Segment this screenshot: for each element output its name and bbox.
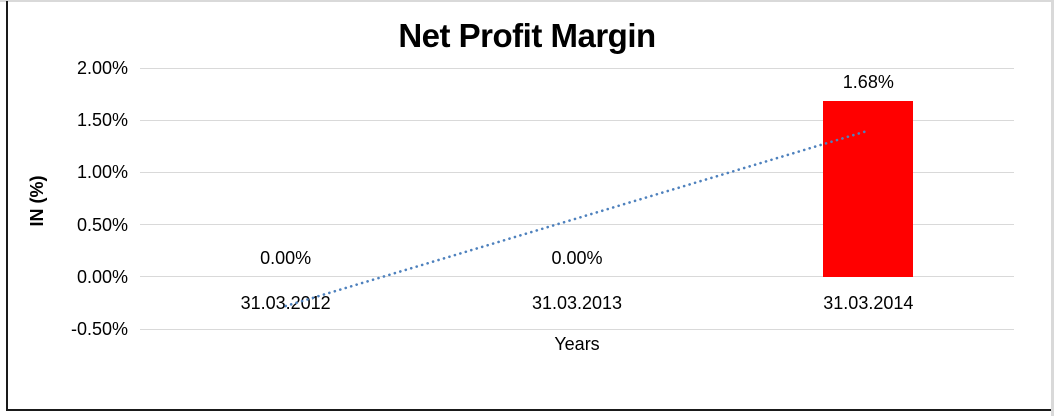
frame-right-border bbox=[1051, 0, 1054, 416]
trendline[interactable] bbox=[284, 129, 870, 308]
x-category-label: 31.03.2014 bbox=[823, 293, 914, 313]
y-tick-label: -0.50% bbox=[70, 319, 128, 339]
x-category-label: 31.03.2013 bbox=[531, 293, 623, 313]
y-tick-label: 1.50% bbox=[76, 110, 128, 131]
y-tick-label: 2.00% bbox=[76, 58, 128, 78]
chart-title: Net Profit Margin bbox=[398, 17, 656, 54]
y-tick-label: 1.00% bbox=[76, 162, 128, 183]
data-label: 0.00% bbox=[260, 247, 312, 268]
x-axis-title: Years bbox=[554, 334, 600, 354]
y-tick-label: 0.50% bbox=[76, 214, 128, 235]
gridline bbox=[140, 119, 1014, 121]
gridline bbox=[140, 224, 1014, 226]
bar-31.03.2014[interactable] bbox=[823, 101, 914, 277]
y-tick-label: 0.00% bbox=[76, 266, 128, 287]
x-category-label: 31.03.2012 bbox=[240, 293, 331, 313]
frame-bottom-border bbox=[6, 409, 1051, 411]
gridline bbox=[140, 67, 1014, 69]
data-label: 0.00% bbox=[551, 247, 603, 268]
frame-left-border bbox=[6, 1, 8, 411]
gridline bbox=[140, 276, 1014, 278]
frame-top-border bbox=[0, 0, 1054, 2]
data-label: 1.68% bbox=[842, 72, 894, 93]
gridline bbox=[140, 328, 1014, 330]
gridline bbox=[140, 171, 1014, 173]
